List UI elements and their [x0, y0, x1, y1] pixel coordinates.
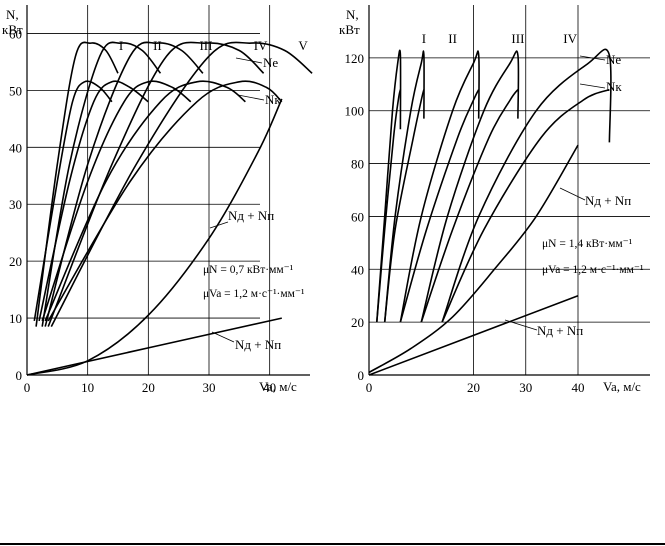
right-xtick-0: 0	[366, 380, 373, 395]
right-scale-note-speed: μVa = 1,2 м·с⁻¹·мм⁻¹	[542, 264, 644, 276]
left-tick-labels: 0 10 20 30 40 50 60 0 10 20 30 40	[9, 26, 276, 395]
right-ytick-120: 120	[345, 51, 365, 66]
right-nk-curve-gear-2	[383, 89, 425, 323]
left-scale-note-speed: μVa = 1,2 м·с⁻¹·мм⁻¹	[203, 288, 305, 300]
left-ne-leader	[235, 57, 263, 64]
right-ytick-20: 20	[351, 315, 364, 330]
left-xtick-10: 10	[81, 380, 94, 395]
right-res-upper-leader	[559, 187, 586, 201]
left-nk-curve-gear-2	[38, 80, 149, 322]
right-nk-leader	[579, 83, 606, 89]
left-resistance-lower-line	[26, 317, 282, 376]
left-ne-curve-gear-2	[41, 41, 162, 327]
left-ne-curve-gear-4	[47, 41, 265, 327]
right-ytick-0: 0	[358, 368, 365, 383]
right-xtick-30: 30	[519, 380, 532, 395]
right-ne-curve-gear-5	[441, 48, 612, 323]
left-gear-label-4: IV	[254, 38, 268, 53]
right-grid	[369, 5, 650, 375]
left-ne-label: Ne	[263, 55, 278, 70]
left-curves	[26, 41, 313, 376]
left-gear-label-3: III	[199, 38, 212, 53]
left-x-axis-label: Va, м/с	[259, 379, 297, 394]
left-ytick-20: 20	[9, 254, 22, 269]
right-ytick-60: 60	[351, 209, 364, 224]
left-gear-label-5: V	[298, 38, 308, 53]
right-nk-curve-gear-3	[399, 89, 480, 323]
right-ne-label: Ne	[606, 52, 621, 67]
right-gear-label-2: II	[448, 31, 457, 46]
right-tick-labels: 0 20 40 60 80 100 120 0 20 30 40	[345, 51, 585, 395]
right-scale-note-power: μN = 1,4 кВт·мм⁻¹	[542, 238, 633, 250]
left-ytick-30: 30	[9, 197, 22, 212]
right-curves	[368, 48, 612, 376]
left-gear-label-1: I	[119, 38, 123, 53]
right-res-upper-label: Nд + Nп	[585, 193, 631, 208]
left-nk-curve-gear-3	[41, 80, 192, 322]
left-nk-curve-gear-5	[47, 80, 283, 322]
left-nk-curve-gear-1	[33, 80, 113, 322]
left-y-label-line2: кВт	[2, 22, 23, 37]
left-ytick-50: 50	[9, 83, 22, 98]
right-res-lower-leader	[504, 319, 538, 331]
right-resistance-upper-curve	[368, 144, 579, 374]
left-grid	[27, 5, 271, 375]
right-nk-curve-gear-5	[441, 88, 610, 323]
left-ytick-60: 60	[9, 26, 22, 41]
left-xtick-0: 0	[24, 380, 31, 395]
right-res-lower-label: Nд + Nп	[537, 323, 583, 338]
left-ne-curve-gear-5	[50, 41, 313, 327]
left-gear-labels: I II III IV V	[119, 38, 308, 53]
left-ytick-0: 0	[16, 368, 23, 383]
left-ytick-10: 10	[9, 311, 22, 326]
right-nk-label: Nк	[606, 79, 622, 94]
right-resistance-lower-line	[368, 294, 579, 376]
right-nk-curve-gear-4	[420, 89, 519, 323]
left-gear-label-2: II	[153, 38, 162, 53]
left-scale-note-power: μN = 0,7 кВт·мм⁻¹	[203, 264, 294, 276]
right-ne-curve-gear-4	[420, 50, 520, 323]
right-ne-curve-gear-1	[376, 49, 402, 323]
right-xtick-20: 20	[467, 380, 480, 395]
left-y-label-line1: N,	[6, 7, 19, 22]
right-gear-label-3: III	[511, 31, 524, 46]
right-ne-curve-gear-3	[399, 50, 480, 323]
left-ytick-40: 40	[9, 140, 22, 155]
left-res-lower-label: Nд + Nп	[235, 337, 281, 352]
left-xtick-20: 20	[142, 380, 155, 395]
right-y-label-line1: N,	[346, 7, 359, 22]
right-y-label-line2: кВт	[339, 22, 360, 37]
right-xtick-40: 40	[572, 380, 585, 395]
right-x-axis-label: Va, м/с	[603, 379, 641, 394]
right-gear-label-4: IV	[563, 31, 577, 46]
left-res-lower-leader	[211, 331, 235, 343]
right-nk-curve-gear-1	[376, 89, 402, 323]
right-ytick-80: 80	[351, 157, 364, 172]
right-ne-curve-gear-2	[383, 50, 425, 323]
left-xtick-40: 40	[263, 380, 276, 395]
left-nk-label: Nк	[265, 92, 281, 107]
left-res-upper-leader	[209, 221, 229, 229]
right-ne-leader	[579, 55, 606, 61]
right-gear-label-1: I	[422, 31, 426, 46]
left-res-upper-label: Nд + Nп	[228, 208, 274, 223]
left-xtick-30: 30	[203, 380, 216, 395]
left-nk-leader	[237, 94, 265, 101]
left-ne-curve-gear-1	[35, 41, 119, 327]
right-ytick-40: 40	[351, 262, 364, 277]
right-ytick-100: 100	[345, 104, 365, 119]
bottom-rule	[0, 543, 665, 545]
left-ne-curve-gear-3	[44, 41, 204, 327]
left-nk-curve-gear-4	[44, 80, 246, 322]
